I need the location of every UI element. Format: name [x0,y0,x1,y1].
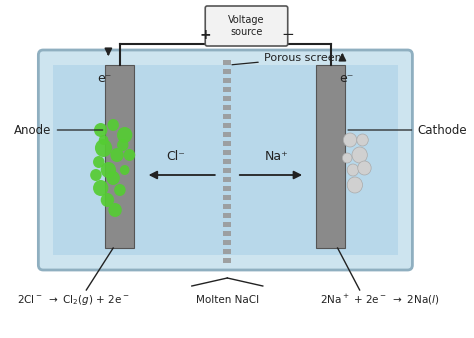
Text: Porous screen: Porous screen [232,53,341,65]
Circle shape [117,127,132,143]
Bar [223,186,231,191]
FancyBboxPatch shape [205,6,288,46]
Circle shape [94,123,108,137]
Bar [223,168,231,173]
Bar [223,114,231,119]
Circle shape [110,148,124,162]
Bar [223,222,231,227]
Circle shape [90,169,101,181]
Circle shape [95,139,112,157]
Circle shape [109,203,122,217]
Circle shape [352,147,367,163]
Circle shape [100,193,114,207]
Bar [223,132,231,137]
Circle shape [357,134,368,146]
Text: −: − [282,27,294,42]
Bar [223,231,231,236]
Bar [223,177,231,182]
Bar [223,60,231,65]
Circle shape [93,156,105,168]
Text: e⁻: e⁻ [97,72,112,86]
Circle shape [124,149,135,161]
Text: Voltage
source: Voltage source [228,15,265,37]
FancyBboxPatch shape [38,50,412,270]
Bar [223,249,231,254]
Circle shape [342,153,352,163]
Bar [106,65,134,248]
Text: 2Cl$^-$ $\rightarrow$ Cl$_2$($g$) + 2e$^-$: 2Cl$^-$ $\rightarrow$ Cl$_2$($g$) + 2e$^… [17,293,129,307]
Circle shape [117,139,128,151]
Circle shape [107,171,120,185]
Circle shape [114,184,126,196]
Bar [223,150,231,155]
Bar [223,69,231,74]
Bar [317,65,345,248]
Bar [53,65,398,255]
Bar [223,258,231,263]
Text: Molten NaCl: Molten NaCl [196,295,259,305]
Text: Na⁺: Na⁺ [264,150,288,163]
Bar [223,123,231,128]
Bar [223,213,231,218]
Bar [223,96,231,101]
Circle shape [347,177,363,193]
Text: +: + [200,28,211,42]
Circle shape [99,135,109,145]
Bar [223,204,231,209]
Text: e⁻: e⁻ [339,72,354,86]
Text: Cl⁻: Cl⁻ [166,150,185,163]
Bar [223,159,231,164]
Text: Anode: Anode [14,123,103,137]
Text: 2Na$^+$ + 2e$^-$ $\rightarrow$ 2Na($l$): 2Na$^+$ + 2e$^-$ $\rightarrow$ 2Na($l$) [319,293,439,307]
Bar [223,141,231,146]
Text: Cathode: Cathode [348,123,467,137]
Bar [223,240,231,245]
Bar [223,78,231,83]
Bar [223,87,231,92]
Circle shape [120,165,129,175]
Circle shape [100,162,116,178]
Bar [223,105,231,110]
Circle shape [358,161,371,175]
Circle shape [347,164,359,176]
Circle shape [108,119,119,131]
Circle shape [93,180,109,196]
Bar [223,195,231,200]
Circle shape [343,133,357,147]
